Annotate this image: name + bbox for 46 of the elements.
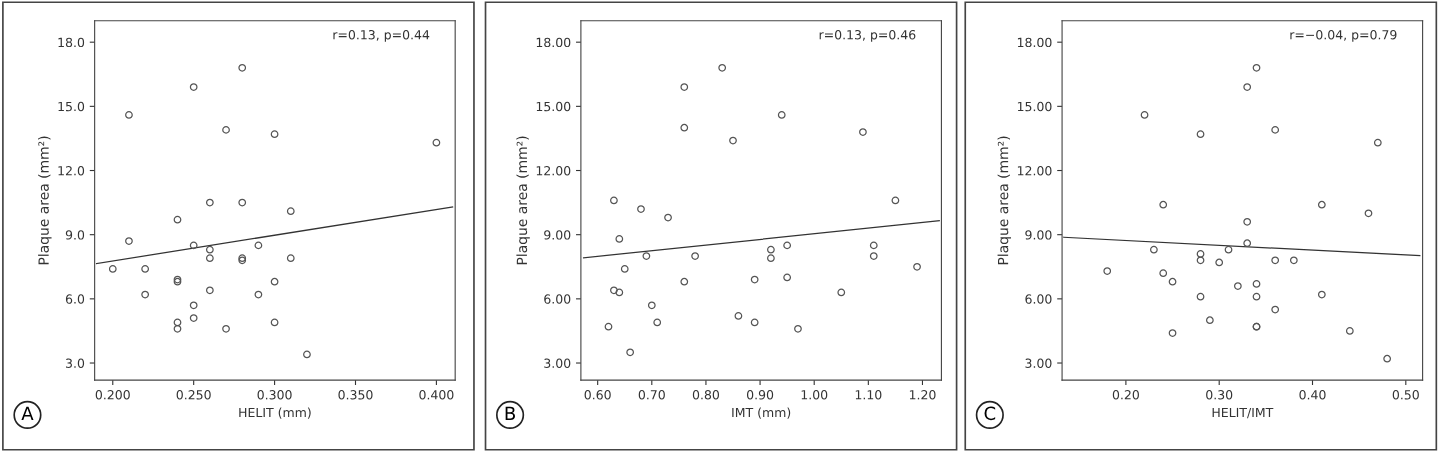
y-tick-label: 15.00 [1017, 101, 1052, 112]
y-tick-label: 3.0 [66, 358, 85, 368]
y-tick-label: 6.00 [544, 294, 571, 304]
y-tick-label: 9.00 [544, 230, 571, 240]
x-tick-label: 0.40 [1299, 390, 1326, 400]
annotation: r=0.13, p=0.46 [819, 30, 916, 42]
y-tick-label: 12.00 [1017, 165, 1052, 176]
y-tick-label: 3.00 [1025, 358, 1052, 368]
y-tick-label: 9.00 [1025, 230, 1052, 240]
y-tick-label: 18.00 [536, 37, 571, 48]
y-axis-title: Plaque area (mm²) [38, 136, 52, 265]
text: B [505, 406, 515, 420]
text: A [21, 406, 34, 420]
x-tick-label: 0.60 [584, 390, 611, 400]
x-tick-label: 0.250 [176, 390, 211, 400]
annotation: r=−0.04, p=0.79 [1290, 30, 1397, 42]
x-tick-label: 0.70 [638, 390, 665, 400]
x-tick-label: 0.50 [1392, 390, 1419, 400]
y-tick-label: 6.00 [1025, 294, 1052, 304]
x-tick-label: 0.80 [692, 390, 720, 400]
x-tick-label: 0.20 [1112, 390, 1139, 400]
x-axis-title: HELIT (mm) [239, 407, 311, 419]
y-tick-label: 15.0 [58, 101, 85, 112]
text: C [984, 406, 996, 421]
x-axis-title: HELIT/IMT [1212, 407, 1274, 419]
y-tick-label: 3.00 [544, 358, 571, 368]
y-tick-label: 18.00 [1017, 37, 1052, 48]
y-tick-label: 12.00 [536, 165, 571, 176]
y-tick-label: 15.00 [536, 101, 571, 112]
x-tick-label: 1.20 [909, 390, 936, 400]
x-tick-label: 1.00 [801, 390, 828, 400]
x-tick-label: 0.350 [338, 390, 373, 400]
y-tick-label: 6.0 [65, 294, 85, 304]
y-axis-title: Plaque area (mm²) [516, 136, 530, 265]
x-tick-label: 1.10 [855, 390, 882, 400]
y-tick-label: 18.0 [58, 37, 85, 48]
x-axis-title: IMT (mm) [732, 407, 791, 419]
x-tick-label: 0.200 [95, 390, 130, 400]
x-tick-label: 0.90 [746, 390, 774, 400]
x-tick-label: 0.300 [257, 390, 292, 400]
y-tick-label: 9.0 [65, 230, 85, 240]
y-axis-title: Plaque area (mm²) [997, 136, 1012, 265]
y-tick-label: 12.0 [58, 165, 85, 176]
x-tick-label: 0.400 [419, 390, 454, 400]
x-tick-label: 0.30 [1206, 390, 1233, 400]
annotation: r=0.13, p=0.44 [333, 30, 430, 42]
